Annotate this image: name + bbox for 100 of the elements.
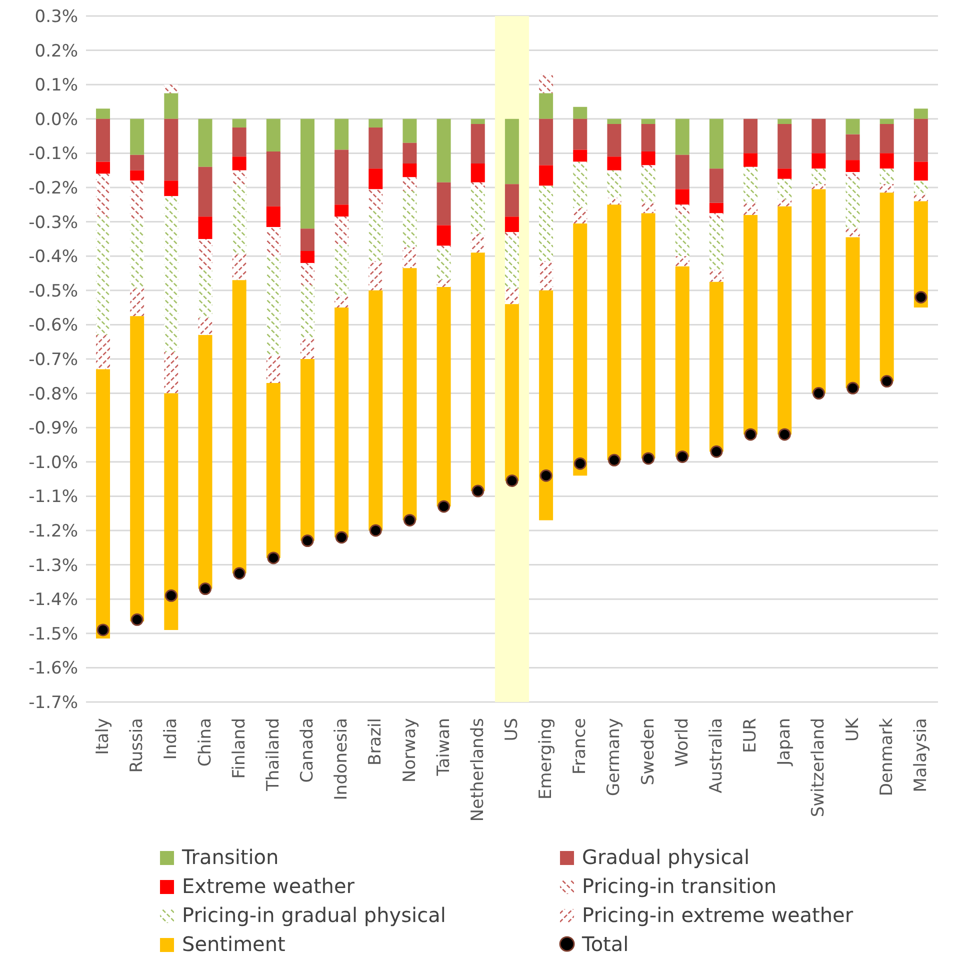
point [404, 514, 416, 526]
bar [914, 118, 928, 162]
bar [573, 224, 588, 476]
bar [846, 172, 860, 179]
bar [778, 124, 792, 169]
x-tick-label: Switzerland [808, 718, 829, 818]
point [335, 531, 348, 544]
bar [675, 266, 690, 457]
bar [812, 184, 826, 190]
bar [914, 162, 928, 181]
bar [266, 206, 280, 227]
bar [573, 162, 588, 208]
bar [607, 198, 622, 205]
y-tick-label: -1.3% [28, 556, 78, 576]
bar [846, 134, 860, 160]
point [540, 469, 552, 482]
point [130, 613, 144, 626]
bar [266, 256, 280, 356]
bar [607, 156, 622, 170]
x-tick-label: Netherlands [468, 718, 488, 822]
bar [96, 108, 110, 119]
bar [641, 124, 656, 152]
bar [880, 118, 894, 124]
y-tick-label: -0.7% [28, 350, 78, 370]
bar [300, 262, 314, 286]
bar [368, 261, 383, 290]
bar [402, 248, 417, 268]
bar [436, 182, 451, 226]
bar [334, 216, 349, 244]
y-tick-label: -0.3% [28, 212, 78, 233]
y-tick-label: 0.2% [34, 41, 78, 62]
point [506, 474, 518, 488]
x-tick-label: Finland [229, 718, 250, 779]
bar [846, 178, 860, 229]
legend-label: Extreme weather [182, 874, 355, 898]
legend-label: Transition [182, 844, 279, 868]
bar [504, 288, 519, 304]
bar [744, 202, 758, 215]
y-tick-label: -0.6% [28, 316, 78, 336]
x-tick-label: Denmark [876, 718, 897, 796]
bar [334, 244, 349, 296]
bar [96, 162, 110, 174]
bar [402, 177, 417, 191]
x-tick-label: India [161, 718, 182, 760]
bar [470, 252, 485, 492]
point [233, 567, 246, 580]
bar [573, 150, 588, 162]
x-tick-label: Germany [604, 718, 624, 796]
x-tick-label: World [672, 718, 692, 767]
bar [675, 256, 690, 266]
bar [504, 184, 519, 217]
x-tick-label: China [195, 718, 216, 767]
bar [232, 170, 246, 184]
y-tick-label: -1.6% [28, 658, 78, 679]
bar [675, 189, 690, 205]
bar [539, 290, 554, 520]
x-tick-label: Norway [400, 718, 420, 782]
y-tick-label: -1.4% [28, 590, 78, 610]
bar [198, 318, 212, 335]
bar [266, 356, 280, 384]
bar [368, 127, 383, 169]
bar [368, 189, 383, 210]
bar [402, 163, 417, 178]
bar [334, 308, 349, 538]
bar [164, 93, 178, 119]
bar [436, 225, 451, 246]
bar [607, 170, 622, 198]
bar [130, 316, 144, 622]
bar [436, 118, 451, 182]
bar [164, 84, 178, 94]
bar [778, 200, 792, 206]
bar [880, 192, 894, 382]
point [846, 382, 860, 394]
bar [778, 118, 792, 124]
bar [436, 286, 451, 506]
bar [96, 369, 110, 639]
bar [778, 168, 792, 179]
x-tick-label: UK [842, 717, 863, 742]
point [301, 534, 314, 548]
bar [880, 168, 894, 184]
x-tick-label: France [570, 718, 590, 775]
bar [300, 228, 314, 251]
point [880, 375, 894, 388]
y-tick-label: -1.2% [28, 522, 78, 542]
bar [130, 180, 144, 220]
point [199, 582, 212, 596]
bar [744, 153, 758, 167]
bar [880, 124, 894, 154]
bar [812, 153, 826, 169]
bar [232, 254, 246, 280]
bar [470, 163, 485, 182]
bar [130, 170, 144, 181]
x-tick-label: Russia [127, 718, 148, 773]
x-tick-label: Sweden [638, 718, 658, 786]
point [96, 624, 110, 636]
y-tick-label: -1.1% [28, 487, 78, 508]
x-tick-label: Brazil [366, 718, 386, 766]
point [812, 387, 825, 400]
legend-label: Gradual physical [582, 844, 750, 868]
y-tick-label: -0.9% [28, 418, 78, 439]
